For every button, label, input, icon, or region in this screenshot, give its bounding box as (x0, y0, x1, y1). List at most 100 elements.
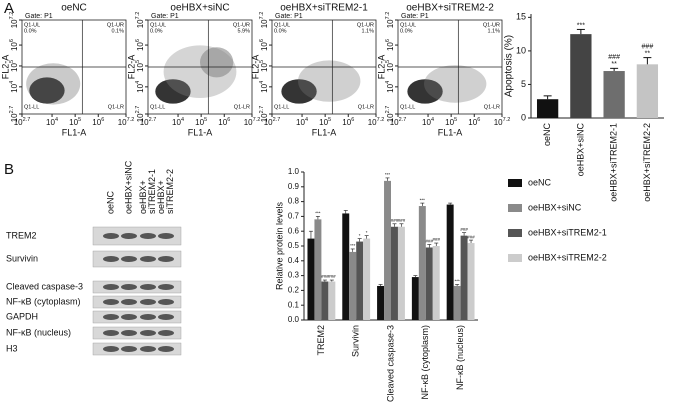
row-label: Survivin (6, 253, 38, 263)
x-tick-label: TREM2 (316, 325, 326, 356)
tick-base: 10 (118, 118, 127, 127)
bar (636, 64, 659, 118)
tick-exponent: 2.7 (23, 117, 31, 123)
y-axis-label: Relative protein levels (274, 201, 284, 290)
tick-exponent: 7.2 (127, 117, 135, 123)
y-tick-label: 106 (259, 39, 269, 51)
tick-exponent: 7.2 (385, 12, 391, 20)
annotation: ### (467, 234, 475, 239)
lane-label: oeHBX+ (138, 180, 148, 214)
plot-title: oeHBX+siTREM2-1 (280, 3, 368, 14)
blot-band (121, 346, 137, 352)
x-tick-label: NF-κB (cytoplasm) (420, 325, 430, 400)
annotation: ### (432, 237, 440, 242)
quadrant-name: Q1-UL (150, 22, 166, 28)
tick-exponent: 2.7 (385, 106, 391, 114)
blot-band (121, 256, 137, 262)
tick-exponent: 4 (305, 117, 308, 123)
annotation: ** (645, 50, 651, 57)
blot-band (121, 284, 137, 290)
y-tick-label: 105 (385, 60, 395, 72)
quadrant-value: 0.0% (400, 28, 413, 34)
tick-base: 10 (46, 118, 55, 127)
y-tick-label: 102.7 (259, 106, 269, 123)
y-axis-label: FL2-A (126, 55, 136, 80)
quadrant-name: Q1-UR (233, 22, 250, 28)
tick-base: 10 (136, 62, 145, 71)
annotation: *** (420, 197, 426, 202)
y-tick-label: 0.2 (288, 286, 300, 295)
lane-label: siTREM2-1 (147, 169, 157, 214)
quadrant-name: Q1-LR (484, 104, 500, 110)
tick-base: 10 (264, 118, 273, 127)
tick-exponent: 7.2 (9, 12, 15, 20)
tick-base: 10 (468, 118, 477, 127)
x-tick-label: Cleaved caspase-3 (385, 325, 395, 402)
row-label: Cleaved caspase-3 (6, 281, 83, 291)
annotation: *** (454, 279, 460, 284)
quadrant-name: Q1-LL (24, 104, 39, 110)
bar (377, 285, 385, 320)
tick-exponent: 5 (204, 117, 207, 123)
y-tick-label: 107.2 (259, 12, 269, 29)
tick-exponent: 7.2 (135, 12, 141, 20)
x-axis-label: FL1-A (312, 127, 337, 137)
blot-band (121, 299, 137, 305)
x-tick-label: 107.2 (118, 117, 135, 127)
row-label: NF-κB (cytoplasm) (6, 296, 81, 306)
bar (321, 281, 329, 320)
annotation: *** (385, 172, 391, 177)
tick-base: 10 (260, 19, 269, 28)
legend-swatch (508, 254, 522, 262)
tick-exponent: 5 (328, 117, 331, 123)
quadrant-name: Q1-UL (274, 22, 290, 28)
tick-base: 10 (244, 118, 253, 127)
tick-exponent: 2.7 (273, 117, 281, 123)
x-tick-label: 102.7 (14, 117, 31, 127)
y-tick-label: 104 (9, 81, 19, 93)
tick-exponent: 4 (135, 81, 141, 84)
blot-band (158, 299, 174, 305)
tick-exponent: 5 (454, 117, 457, 123)
y-tick-label: 102.7 (9, 106, 19, 123)
x-tick-label: 106 (342, 117, 354, 127)
x-tick-label: oeHBX+siTREM2-1 (609, 123, 619, 202)
tick-base: 10 (10, 62, 19, 71)
annotation: ### (460, 227, 468, 232)
x-tick-label: 105 (195, 117, 207, 127)
x-tick-label: 106 (92, 117, 104, 127)
x-axis-label: FL1-A (188, 127, 213, 137)
tick-exponent: 7.2 (259, 12, 265, 20)
y-axis-label: FL2-A (0, 55, 10, 80)
row-label: H3 (6, 343, 18, 353)
tick-exponent: 7.2 (253, 117, 261, 123)
quadrant-name: Q1-LR (358, 104, 374, 110)
cell-cloud (163, 45, 237, 99)
tick-exponent: 6 (351, 117, 354, 123)
bar (307, 238, 315, 320)
bar (363, 238, 371, 320)
lane-label: siTREM2-2 (165, 169, 175, 214)
x-tick-label: 104 (422, 117, 434, 127)
y-tick-label: 102.7 (385, 106, 395, 123)
bar (411, 277, 419, 320)
annotation: ### (608, 54, 620, 61)
y-axis-label: Apoptosis (%) (504, 35, 515, 97)
bar (467, 243, 475, 320)
bar (460, 235, 468, 320)
y-tick-label: 1.0 (288, 167, 300, 176)
annotation: * (359, 233, 361, 238)
x-tick-label: 105 (319, 117, 331, 127)
quadrant-name: Q1-LL (274, 104, 289, 110)
blot-band (140, 346, 156, 352)
x-axis-label: FL1-A (62, 127, 87, 137)
y-tick-label: 10 (516, 45, 526, 55)
y-tick-label: 0.1 (288, 300, 300, 309)
gate-label: Gate: P1 (25, 13, 53, 20)
tick-exponent: 4 (431, 117, 434, 123)
legend-swatch (508, 229, 522, 237)
annotation: *** (577, 22, 585, 29)
bar (349, 251, 357, 320)
legend-swatch (508, 179, 522, 187)
